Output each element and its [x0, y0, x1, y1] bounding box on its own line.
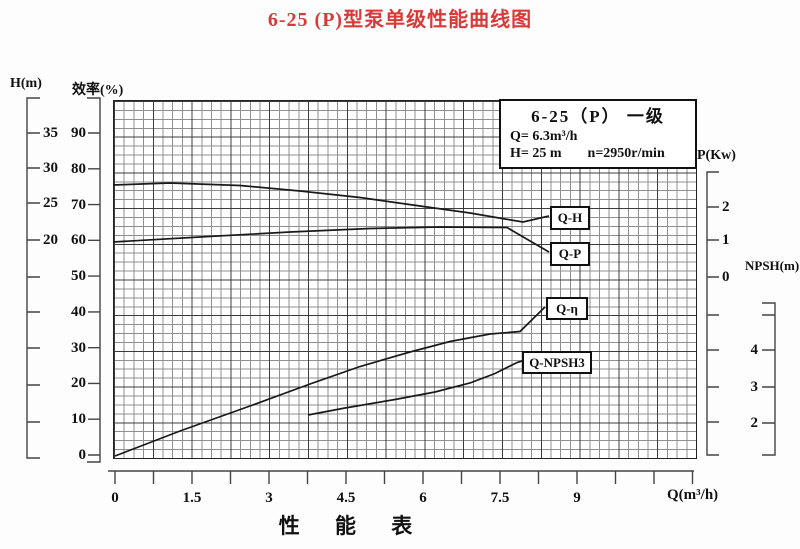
q-tick: 4.5 — [336, 490, 356, 506]
qh-curve-label: Q-H — [550, 206, 590, 230]
h-tick: 30 — [43, 160, 58, 176]
h-axis-bracket — [26, 97, 40, 459]
p-tick: 0 — [722, 269, 730, 285]
p-tick: 1 — [722, 232, 730, 248]
h-tick: 25 — [43, 195, 58, 211]
eff-tick: 40 — [71, 304, 86, 320]
npsh-axis-bracket — [762, 302, 776, 456]
qnpsh-curve-label: Q-NPSH3 — [522, 351, 592, 374]
eff-tick: 10 — [71, 411, 86, 427]
q-tick: 9 — [573, 490, 581, 506]
rated-speed: n=2950r/min — [587, 146, 665, 161]
page-title: 6-25 (P)型泵单级性能曲线图 — [267, 9, 533, 31]
h-axis-title: H(m) — [10, 76, 42, 91]
rated-head: H= 25 m — [510, 146, 562, 161]
eff-tick: 50 — [71, 268, 86, 284]
q-tick: 6 — [419, 490, 427, 506]
rated-parameters-box: 6-25（P） 一级 Q= 6.3m³/h H= 25 m n=2950r/mi… — [499, 99, 697, 169]
qeta-curve-label: Q-η — [546, 297, 588, 320]
pump-model: 6-25（P） 一级 — [531, 107, 665, 126]
eff-tick: 20 — [71, 375, 86, 391]
eff-tick: 80 — [71, 161, 86, 177]
eff-tick: 90 — [71, 125, 86, 141]
q-tick: 7.5 — [490, 490, 510, 506]
q-axis-title: Q(m³/h) — [667, 487, 719, 503]
efficiency-axis-bracket — [87, 97, 101, 463]
h-tick: 35 — [43, 125, 58, 141]
q-tick: 1.5 — [182, 490, 202, 506]
p-axis-title: P(Kw) — [697, 148, 736, 163]
eff-tick: 70 — [71, 197, 86, 213]
npsh-axis-title: NPSH(m) — [745, 258, 800, 273]
h-tick: 20 — [43, 232, 58, 248]
x-axis-line — [108, 470, 694, 484]
qp-curve-label: Q-P — [550, 242, 590, 266]
npsh-tick: 3 — [750, 379, 759, 395]
q-tick: 0 — [111, 490, 119, 506]
rated-flow: Q= 6.3m³/h — [510, 129, 578, 144]
npsh-tick: 2 — [750, 415, 759, 431]
efficiency-axis-title: 效率(%) — [72, 83, 124, 98]
eff-tick: 0 — [78, 447, 87, 463]
q-tick: 3 — [265, 490, 273, 506]
eff-tick: 30 — [71, 340, 86, 356]
eff-tick: 60 — [71, 232, 86, 248]
p-tick: 2 — [722, 199, 730, 215]
p-axis-bracket — [706, 171, 719, 456]
performance-table-caption: 性 能 表 — [278, 514, 428, 538]
npsh-tick: 4 — [750, 342, 759, 358]
